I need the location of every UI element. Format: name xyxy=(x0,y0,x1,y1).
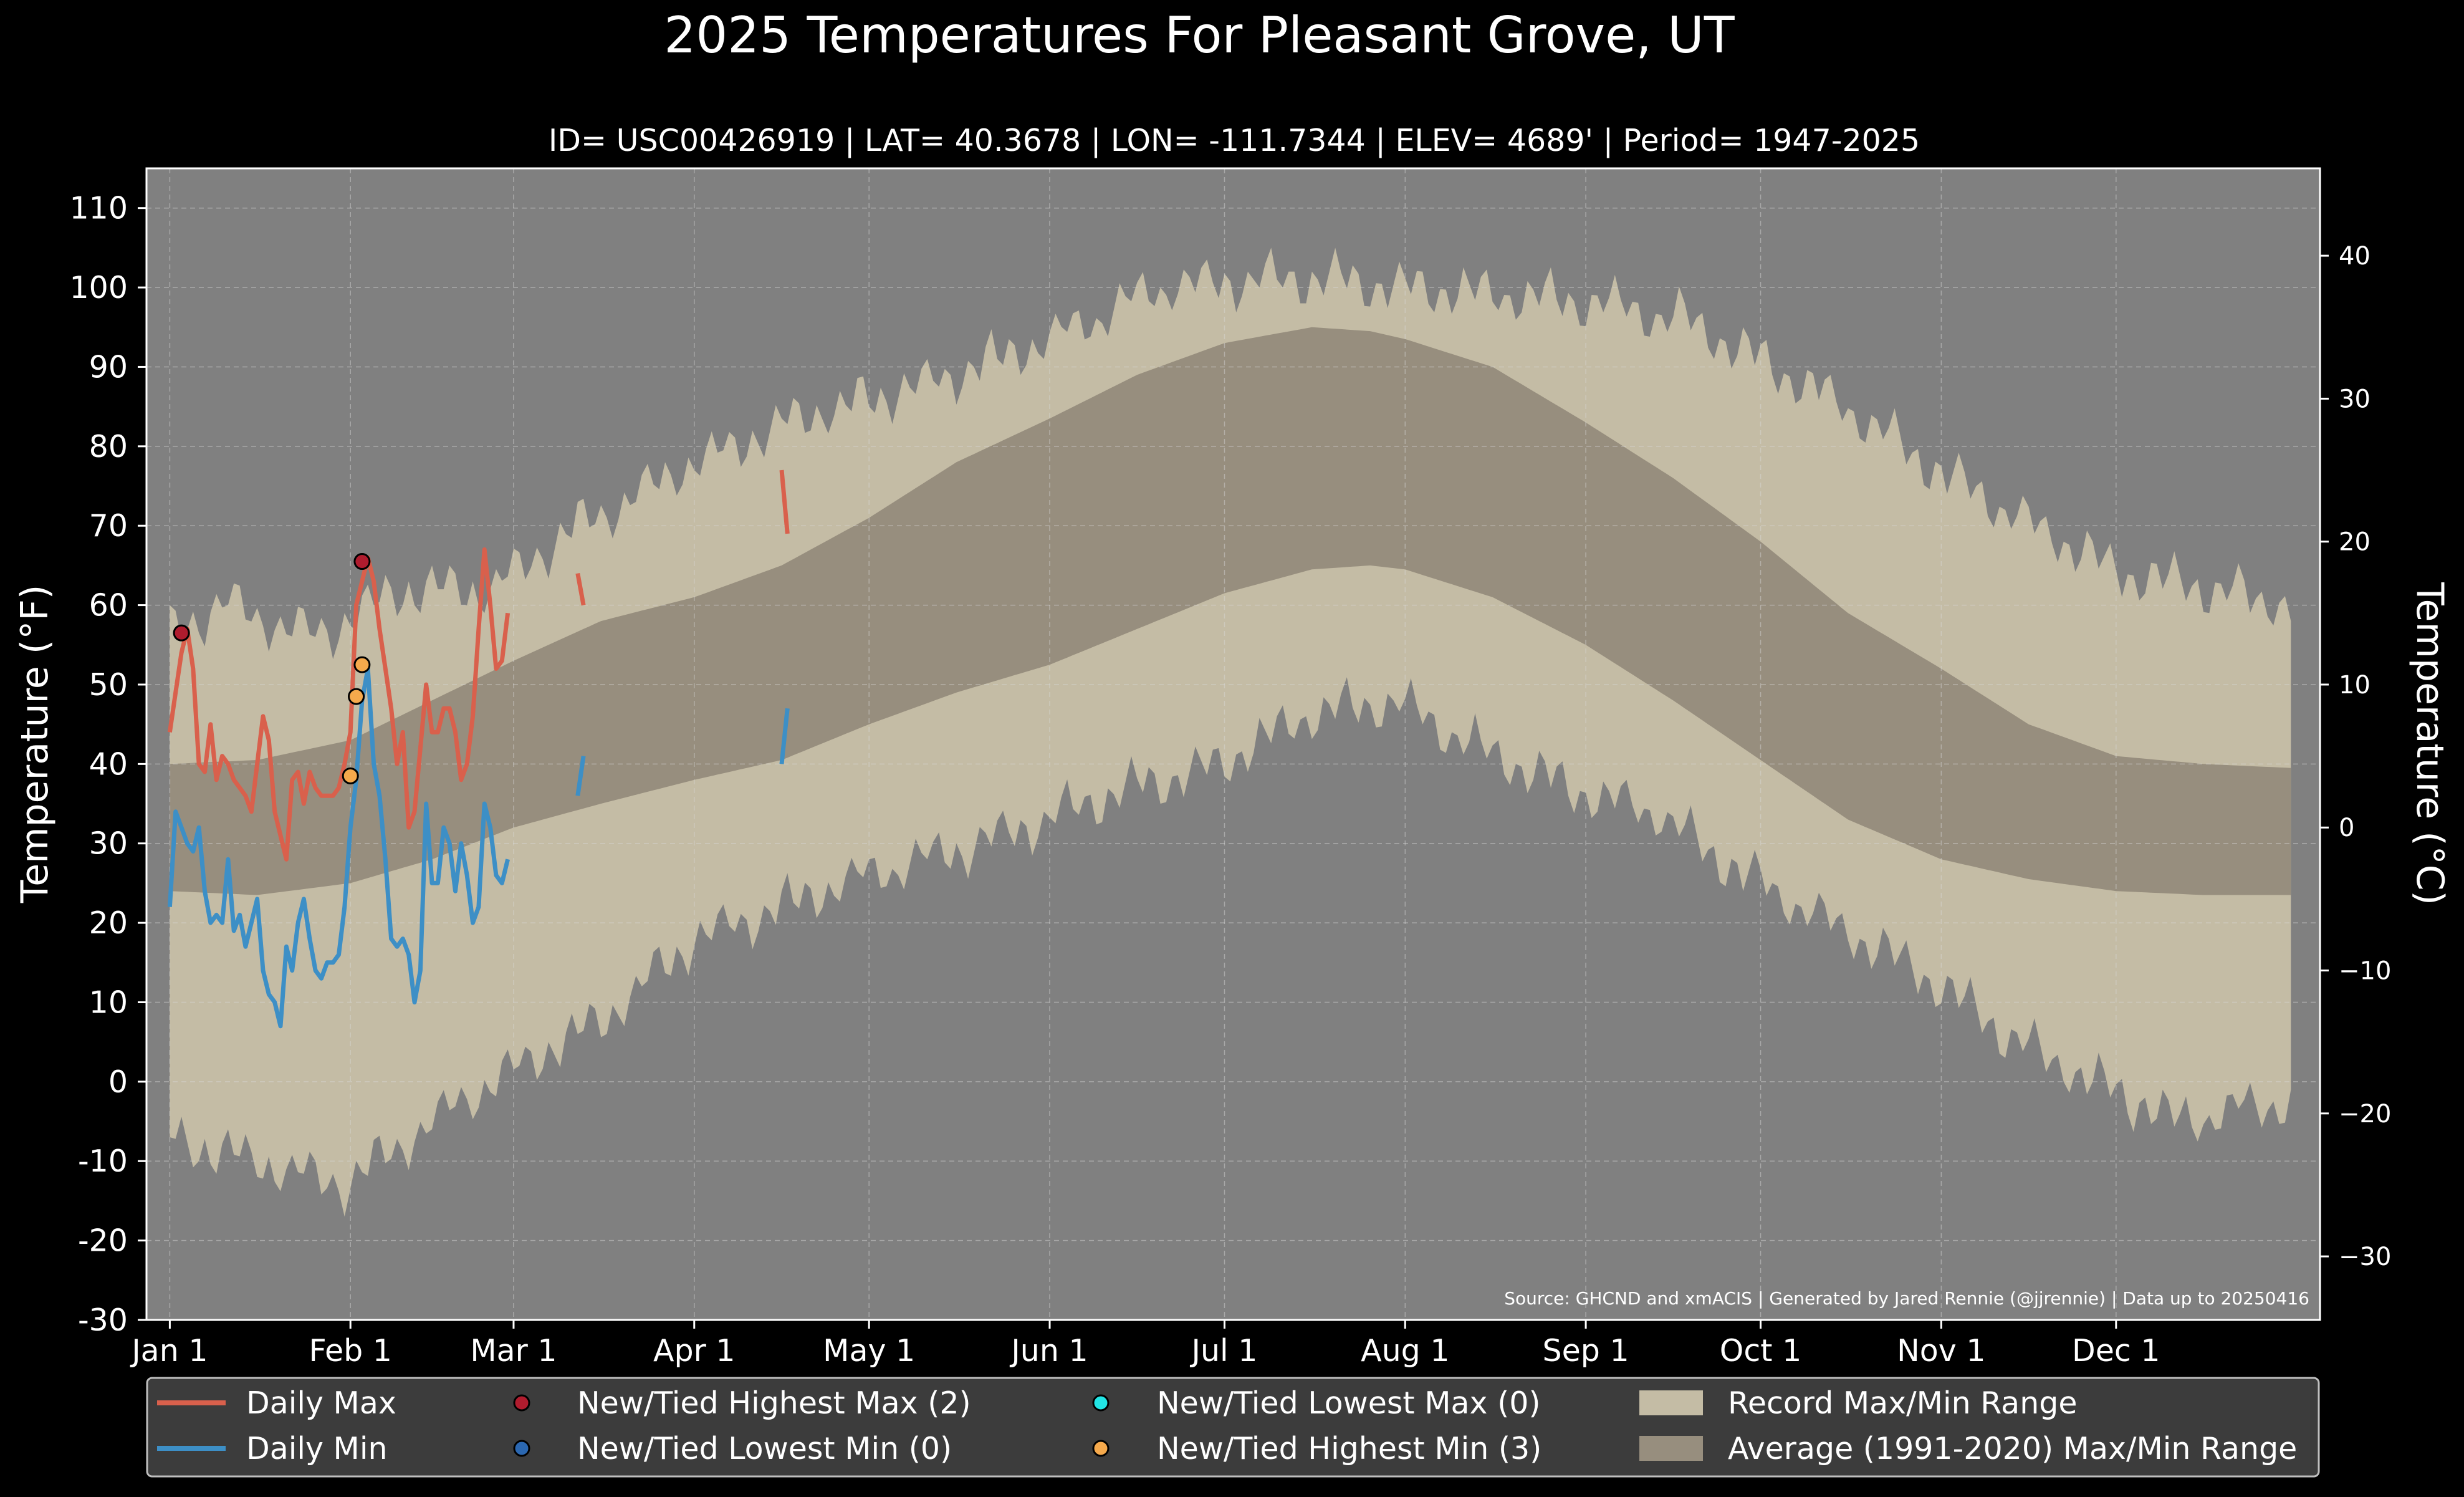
daily-min-line xyxy=(575,756,586,796)
x-tick-label: Sep 1 xyxy=(1543,1333,1629,1369)
x-tick-label: Apr 1 xyxy=(653,1333,736,1369)
y-tick-label-right: −10 xyxy=(2339,957,2391,986)
legend-box xyxy=(146,1377,2320,1478)
plot-area xyxy=(146,168,2320,1321)
y-tick-label-left: 0 xyxy=(108,1064,128,1100)
daily-max-line xyxy=(575,572,586,606)
daily-max-line xyxy=(167,547,511,862)
daily-max-line xyxy=(779,469,790,534)
x-tick-label: Jun 1 xyxy=(1009,1333,1088,1369)
y-axis-right: 40 30 20 10 0 −10 −20 −30 xyxy=(2320,242,2391,1271)
legend-average-range-swatch xyxy=(1639,1436,1703,1461)
x-tick-label: Oct 1 xyxy=(1720,1333,1801,1369)
daily-min-line xyxy=(167,667,511,1029)
y-tick-label-left: 10 xyxy=(89,984,128,1020)
y-tick-label-right: 10 xyxy=(2339,671,2371,700)
chart-title: 2025 Temperatures For Pleasant Grove, UT xyxy=(664,6,1735,64)
legend-lowest-min-marker xyxy=(513,1440,530,1457)
x-tick-label: Mar 1 xyxy=(470,1333,557,1369)
x-tick-label: Aug 1 xyxy=(1361,1333,1449,1369)
daily-min-line xyxy=(779,708,790,764)
y-tick-label-right: 30 xyxy=(2339,385,2371,413)
y-tick-label-left: -30 xyxy=(78,1302,128,1338)
legend-average-range-label: Average (1991-2020) Max/Min Range xyxy=(1728,1431,2297,1466)
legend: Daily Max Daily Min New/Tied Highest Max… xyxy=(146,1377,2320,1478)
legend-lowest-min-label: New/Tied Lowest Min (0) xyxy=(577,1431,952,1466)
legend-highest-max-marker xyxy=(513,1394,530,1412)
y-axis-right-label: Temperature (°C) xyxy=(2408,582,2452,905)
source-note: Source: GHCND and xmACIS | Generated by … xyxy=(1504,1288,2309,1309)
y-tick-label-left: 80 xyxy=(89,429,128,465)
y-tick-label-right: 40 xyxy=(2339,242,2371,271)
y-tick-label-right: 20 xyxy=(2339,528,2371,557)
y-tick-label-left: -20 xyxy=(78,1223,128,1259)
x-tick-label: Jan 1 xyxy=(130,1333,208,1369)
y-tick-label-right: 0 xyxy=(2339,814,2354,842)
legend-lowest-max-marker xyxy=(1092,1394,1110,1412)
x-axis: Jan 1 Feb 1 Mar 1 Apr 1 May 1 Jun 1 Jul 1 Aug 1… xyxy=(130,1320,2160,1369)
chart-subtitle: ID= USC00426919 | LAT= 40.3678 | LON= -1… xyxy=(549,123,1920,158)
legend-lowest-max-label: New/Tied Lowest Max (0) xyxy=(1157,1385,1541,1421)
legend-highest-max-label: New/Tied Highest Max (2) xyxy=(577,1385,971,1421)
y-tick-label-right: −20 xyxy=(2339,1100,2391,1129)
y-tick-label-left: 110 xyxy=(69,191,128,226)
record-marker-highest-min xyxy=(342,767,359,784)
legend-record-range-swatch xyxy=(1639,1390,1703,1415)
record-marker-highest-min xyxy=(353,656,371,673)
plot-frame xyxy=(145,167,2321,1321)
record-marker-highest-max xyxy=(173,624,190,642)
x-tick-label: Jul 1 xyxy=(1190,1333,1258,1369)
y-tick-label-left: 90 xyxy=(89,349,128,385)
record-range-band xyxy=(170,248,2291,1217)
y-axis-left-label: Temperature (°F) xyxy=(13,585,57,903)
x-tick-label: Dec 1 xyxy=(2072,1333,2160,1369)
y-tick-label-left: 70 xyxy=(89,508,128,544)
average-range-band xyxy=(170,327,2291,895)
legend-daily-max-label: Daily Max xyxy=(246,1385,396,1421)
x-tick-label: Nov 1 xyxy=(1897,1333,1985,1369)
y-tick-label-left: 100 xyxy=(69,270,128,306)
legend-highest-min-marker xyxy=(1092,1440,1110,1457)
record-marker-highest-min xyxy=(348,688,365,705)
y-tick-label-left: 50 xyxy=(89,667,128,703)
y-tick-label-left: 60 xyxy=(89,588,128,623)
record-marker-highest-max xyxy=(353,553,371,570)
legend-daily-min-label: Daily Min xyxy=(246,1431,388,1466)
legend-record-range-label: Record Max/Min Range xyxy=(1728,1385,2078,1421)
x-tick-label: May 1 xyxy=(823,1333,915,1369)
legend-highest-min-label: New/Tied Highest Min (3) xyxy=(1157,1431,1541,1466)
y-tick-label-left: -10 xyxy=(78,1143,128,1179)
y-tick-label-left: 20 xyxy=(89,905,128,941)
y-tick-label-right: −30 xyxy=(2339,1243,2391,1271)
x-tick-label: Feb 1 xyxy=(309,1333,392,1369)
y-tick-label-left: 30 xyxy=(89,826,128,862)
y-tick-label-left: 40 xyxy=(89,746,128,782)
